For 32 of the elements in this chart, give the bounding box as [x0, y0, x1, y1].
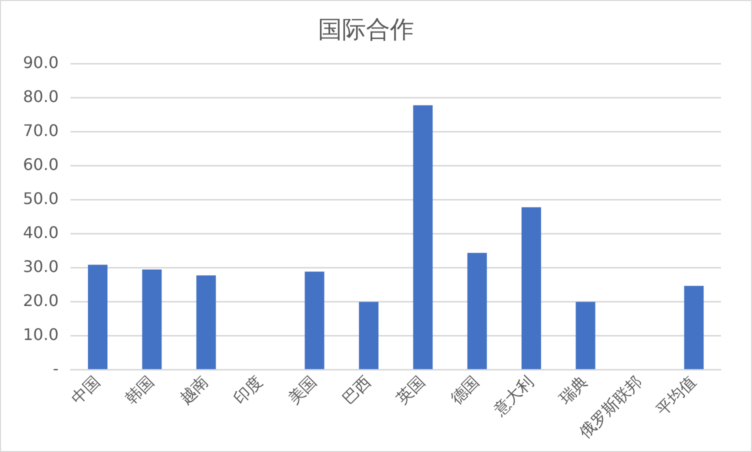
bar [576, 302, 596, 370]
x-tick-label: 德国 [446, 372, 483, 408]
bar [142, 270, 162, 370]
x-tick-label: 瑞典 [555, 372, 592, 408]
y-tick-label: 50.0 [23, 188, 59, 208]
x-tick-label: 中国 [67, 372, 104, 408]
chart-title: 国际合作 [318, 16, 414, 44]
y-tick-label: 40.0 [23, 222, 59, 242]
bar [522, 207, 542, 370]
bar [467, 252, 487, 370]
x-tick-label: 美国 [284, 372, 320, 408]
y-tick-label: 60.0 [23, 154, 59, 174]
x-tick-label: 巴西 [338, 372, 374, 408]
bar [684, 286, 704, 370]
bar [413, 105, 433, 370]
y-tick-label: 30.0 [23, 256, 59, 276]
y-tick-label: 10.0 [23, 325, 59, 344]
y-tick-label: 90.0 [23, 52, 59, 72]
x-tick-label: 越南 [176, 372, 212, 408]
bar [358, 302, 378, 370]
x-tick-label: 印度 [230, 372, 266, 408]
bar [196, 275, 216, 370]
x-tick-label: 意大利 [488, 372, 538, 420]
x-tick-label: 平均值 [652, 372, 700, 420]
x-tick-label: 英国 [392, 372, 429, 408]
y-tick-label: - [52, 359, 59, 378]
y-tick-label: 20.0 [23, 291, 59, 310]
y-tick-label: 80.0 [23, 86, 59, 106]
bar [88, 264, 108, 370]
x-tick-label: 韩国 [122, 372, 158, 408]
bar [304, 272, 324, 370]
y-tick-label: 70.0 [23, 120, 59, 140]
